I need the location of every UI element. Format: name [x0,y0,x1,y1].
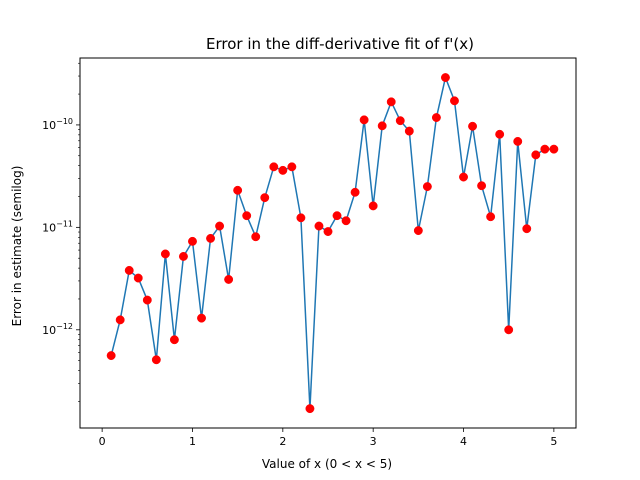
chart-title: Error in the diff-derivative fit of f'(x… [206,35,474,53]
data-point [468,121,477,131]
data-point [124,265,134,275]
data-point [233,185,243,195]
y-axis-label: Error in estimate (semilog) [10,166,24,327]
data-point [224,275,234,284]
data-point [179,252,188,261]
x-tick-label: 2 [279,435,286,448]
data-point [531,150,541,160]
x-tick-label: 1 [189,435,196,448]
data-point [188,236,197,246]
data-point [486,212,496,222]
data-point [404,126,414,136]
data-point [287,162,297,172]
data-point [314,221,324,231]
x-axis-label: Value of x (0 < x < 5) [262,457,392,471]
data-point [133,273,143,283]
data-point [459,172,468,182]
data-point [368,201,378,211]
y-tick-label: 10−10 [42,117,73,132]
data-point [269,162,279,172]
x-tick-label: 0 [99,435,106,448]
x-tick-label: 3 [370,435,377,448]
y-tick-label: 10−11 [42,219,73,234]
data-point [251,232,261,242]
data-point [413,226,423,236]
data-point [377,121,387,131]
x-tick-label: 4 [460,435,467,448]
data-point [260,193,270,203]
data-point [206,233,216,243]
data-point [341,216,351,226]
data-point [350,187,360,197]
data-point [477,181,487,191]
data-point [296,213,306,223]
data-point [431,113,441,123]
x-tick-label: 5 [550,435,557,448]
data-point [323,227,333,237]
data-point [106,351,116,361]
data-point [450,96,459,106]
data-point [142,295,152,305]
data-point [305,404,315,414]
x-axis-ticks: 0 1 2 3 4 5 [99,428,557,448]
data-point [197,313,206,323]
data-point [495,129,505,139]
data-point [215,221,225,231]
data-point [513,136,523,146]
data-point [422,182,432,192]
data-point [441,73,450,83]
data-point [169,335,179,345]
data-point [151,355,161,365]
plot-area [106,73,559,414]
data-point [332,211,342,221]
data-point [386,97,396,107]
data-point [115,315,125,325]
data-point [242,211,252,221]
y-axis-ticks: 10−12 10−11 10−10 [42,62,80,402]
data-point [160,249,170,259]
data-point [540,144,550,154]
data-point [549,144,559,154]
data-point [359,115,369,125]
data-point [278,165,288,175]
y-tick-label: 10−12 [42,322,73,337]
data-point [395,116,405,126]
data-point [522,224,532,234]
data-point [504,325,514,335]
